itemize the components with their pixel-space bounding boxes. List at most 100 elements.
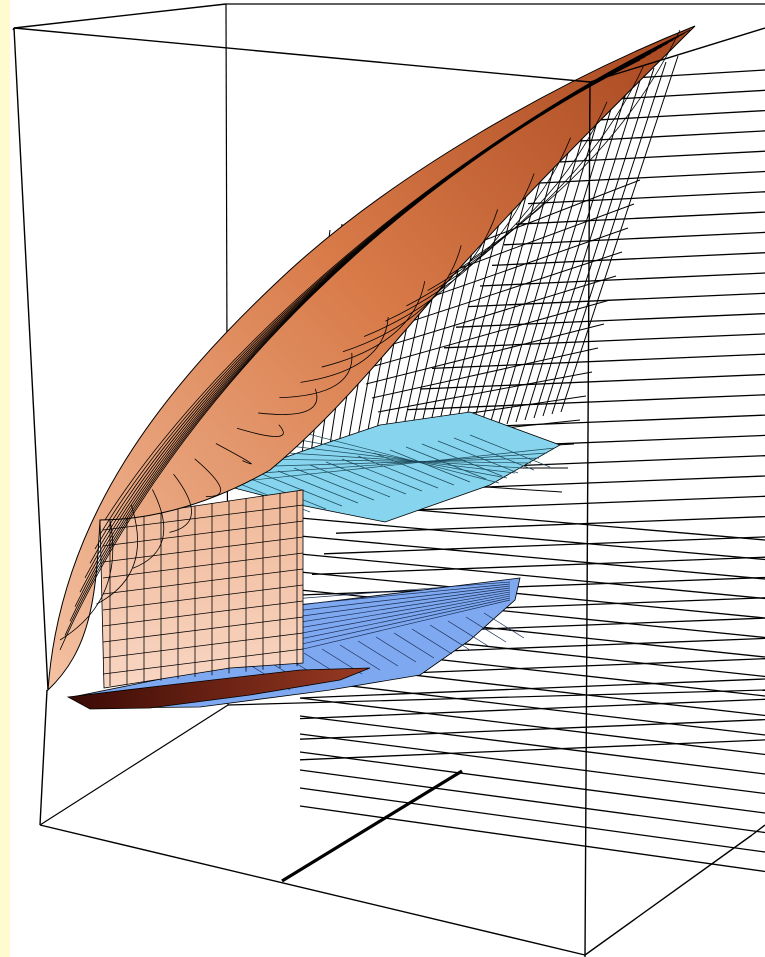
hatch-line — [299, 805, 765, 873]
lower-grid-line — [357, 640, 399, 667]
hatch-line — [299, 571, 765, 619]
upper-grid-line — [469, 29, 681, 261]
middle-grid-line — [240, 457, 540, 468]
upper-grid-line — [363, 209, 499, 337]
middle-grid-line — [469, 434, 551, 468]
upper-grid-line — [99, 32, 685, 535]
hatch-line — [299, 698, 765, 720]
middle-grid-line — [264, 442, 516, 474]
upper-grid-line — [236, 424, 284, 437]
upper-grid-line — [427, 101, 608, 291]
hatch-line — [311, 556, 765, 576]
upper-grid-line — [96, 504, 138, 605]
lower-grid-line — [411, 628, 453, 655]
hatch-line — [491, 252, 765, 267]
inner-grid-line — [102, 600, 304, 627]
mesh-hatch-lines — [299, 69, 765, 873]
upper-grid-line — [279, 352, 353, 399]
hatch-line — [563, 130, 765, 143]
middle-grid-line — [373, 452, 455, 486]
middle-grid-line — [280, 426, 500, 484]
hatch-line — [299, 535, 765, 580]
inner-grid-line — [102, 568, 304, 595]
hatch-line — [299, 751, 765, 814]
lower-grid-line — [483, 612, 525, 639]
middle-grid-line — [272, 434, 508, 479]
mesh-strand — [542, 67, 655, 417]
middle-grid-line — [437, 440, 519, 474]
hatch-line — [299, 679, 765, 736]
mesh-strand — [365, 323, 605, 385]
mesh-strand — [497, 97, 595, 427]
middle-grid-line — [232, 452, 548, 476]
lower-grid-line — [447, 620, 489, 647]
inner-grid-line — [102, 536, 304, 563]
upper-grid-line — [169, 473, 192, 533]
upper-grid-line — [406, 137, 571, 307]
hatch-line — [299, 718, 765, 740]
middle-grid-line — [341, 458, 423, 492]
inner-grid-line — [102, 520, 304, 547]
hatch-line — [299, 769, 765, 834]
middle-grid-line — [248, 458, 532, 464]
hatch-line — [503, 231, 765, 246]
middle-grid-line — [224, 447, 556, 484]
lower-grid-line — [339, 644, 381, 671]
hatch-line — [323, 536, 765, 555]
lower-grid-line — [266, 581, 511, 602]
hatch-line — [407, 394, 765, 411]
upper-grid-line — [194, 458, 222, 497]
hatch-line — [299, 553, 765, 600]
inner-grid-line — [102, 584, 304, 611]
mesh-strand — [353, 275, 617, 357]
middle-grid-line — [256, 450, 524, 469]
middle-grid-line — [453, 437, 535, 471]
upper-grid-line — [258, 388, 318, 415]
hatch-line — [539, 170, 765, 184]
mesh-strand — [371, 347, 599, 399]
upper-grid-line — [448, 65, 644, 276]
hatch-line — [335, 515, 765, 534]
middle-grid-line — [277, 470, 359, 504]
upper-surface-inner — [99, 489, 304, 689]
middle-grid-line — [389, 449, 471, 483]
hatch-line — [299, 739, 765, 761]
lower-grid-line — [263, 583, 511, 609]
inner-grid-line — [102, 616, 304, 643]
upper-grid-line — [215, 443, 252, 465]
lower-grid-line — [465, 616, 507, 643]
middle-grid-line — [309, 464, 391, 498]
lower-grid-line — [393, 632, 435, 659]
hatch-line — [467, 292, 765, 308]
hatch-line — [443, 333, 765, 349]
mesh-strand — [515, 85, 619, 423]
upper-grid-line — [321, 281, 426, 368]
lower-grid-line — [375, 636, 417, 663]
inner-grid-line — [102, 552, 304, 579]
upper-surface — [47, 25, 696, 692]
mesh-strand — [560, 55, 679, 413]
lower-grid-line — [429, 624, 471, 651]
hatch-line — [299, 715, 765, 775]
upper-grid-line — [132, 489, 165, 569]
middle-grid-line — [293, 467, 375, 501]
upper-grid-line — [342, 245, 462, 353]
mesh-strand — [488, 103, 583, 429]
lower-surface-dark-strip — [66, 667, 371, 710]
hatch-line — [299, 787, 765, 853]
inner-grid-line — [102, 648, 304, 675]
bounding-box-front — [12, 3, 765, 957]
hatch-line — [527, 191, 765, 205]
hatch-line — [551, 150, 765, 164]
mesh-strand — [533, 73, 643, 419]
hatch-line — [419, 373, 765, 390]
upper-grid-line — [94, 36, 680, 550]
hatch-line — [455, 312, 765, 328]
middle-grid-line — [357, 455, 439, 489]
surface-plot-3d — [10, 0, 765, 957]
mesh-strand — [524, 79, 631, 421]
hatch-line — [299, 733, 765, 795]
hatch-line — [479, 272, 765, 287]
hatch-line — [299, 517, 765, 561]
